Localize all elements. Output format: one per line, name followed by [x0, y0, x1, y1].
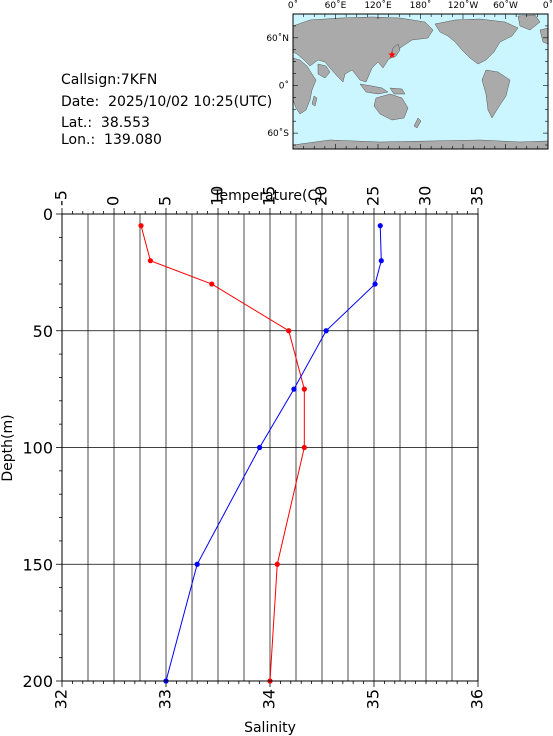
depth-tick-labels: 0 50 100 150 200	[22, 205, 53, 691]
map-longitude-label: 180˚	[410, 0, 432, 11]
land-new-guinea	[389, 87, 406, 95]
salinity-tick-label: 36	[468, 689, 487, 709]
temperature-tick-label: -5	[52, 190, 71, 206]
temperature-point	[301, 386, 307, 392]
land-japan	[390, 43, 401, 59]
temperature-point	[138, 223, 144, 229]
plot-frame	[61, 213, 479, 682]
callsign-text: Callsign:7KFN	[61, 72, 158, 88]
land-south-america	[481, 69, 511, 119]
land-north-america	[434, 18, 519, 65]
map-latitude-labels: 60˚N 0˚ 60˚S	[266, 33, 289, 139]
temperature-tick-label: 10	[208, 186, 227, 206]
temperature-tick-label: 5	[156, 196, 175, 206]
land-australia	[373, 93, 409, 121]
salinity-axis-label: Salinity	[244, 720, 296, 736]
map-latitude-label: 60˚S	[267, 128, 289, 139]
salinity-point	[291, 386, 297, 392]
map-longitude-label: 120˚W	[448, 0, 479, 11]
temperature-tick-label: 25	[364, 186, 383, 206]
salinity-tick-label: 34	[260, 689, 279, 709]
map-latitude-label: 60˚N	[266, 33, 289, 44]
salinity-point	[378, 258, 384, 264]
temperature-point	[286, 328, 292, 334]
depth-tick-label: 150	[22, 555, 53, 574]
temperature-point	[147, 258, 153, 264]
salinity-point	[194, 561, 200, 567]
temperature-line	[140, 225, 305, 682]
salinity-point	[377, 223, 383, 229]
depth-tick-label: 100	[22, 439, 53, 458]
temperature-point	[209, 281, 215, 287]
salinity-point	[372, 281, 378, 287]
map-latitude-label: 0˚	[279, 80, 289, 91]
map-longitude-label: 0˚	[543, 0, 553, 11]
temperature-tick-label: 0	[104, 196, 123, 206]
land-arabia	[317, 63, 331, 79]
land-eurasia	[292, 16, 434, 83]
station-marker-icon: ★	[388, 50, 397, 61]
date-text: Date: 2025/10/02 10:25(UTC)	[61, 94, 273, 110]
salinity-tick-label: 33	[156, 689, 175, 709]
temperature-tick-label: 15	[260, 186, 279, 206]
longitude-text: Lon.: 139.080	[61, 132, 162, 148]
salinity-tick-label: 32	[52, 689, 71, 709]
world-map: 0˚ 60˚E 120˚E 180˚ 120˚W 60˚W 0˚ 60˚N 0˚ 60˚S ★	[266, 0, 553, 150]
series-layer	[138, 223, 384, 684]
temperature-tick-label: 35	[468, 186, 487, 206]
land-africa	[292, 57, 317, 115]
salinity-point	[323, 328, 329, 334]
salinity-line	[165, 225, 382, 682]
map-longitude-label: 120˚E	[364, 0, 392, 11]
latitude-text: Lat.: 38.553	[61, 115, 150, 131]
map-ticks	[292, 13, 549, 149]
temperature-tick-label: 20	[312, 186, 331, 206]
temperature-point	[301, 444, 307, 451]
depth-tick-label: 0	[43, 205, 53, 224]
map-longitude-label: 0˚	[288, 0, 298, 11]
land-new-zealand	[413, 117, 422, 129]
temperature-axis-label: Temperature(C)	[212, 188, 322, 204]
map-longitude-labels: 0˚ 60˚E 120˚E 180˚ 120˚W 60˚W 0˚	[288, 0, 553, 11]
map-longitude-label: 60˚E	[325, 0, 347, 11]
temperature-point	[274, 561, 280, 567]
depth-tick-label: 200	[22, 672, 53, 691]
depth-axis-label: Depth(m)	[0, 414, 16, 481]
map-longitude-label: 60˚W	[493, 0, 518, 11]
land-madagascar	[311, 95, 318, 107]
temperature-tick-label: 30	[416, 186, 435, 206]
salinity-point	[257, 444, 263, 451]
depth-tick-label: 50	[33, 322, 53, 341]
temperature-tick-labels: -5 0 5 10 15 20 25 30 35	[52, 186, 487, 206]
salinity-tick-labels: 32 33 34 35 36	[52, 689, 487, 709]
salinity-tick-label: 35	[364, 689, 383, 709]
land-indonesia	[359, 83, 389, 95]
profile-chart: -5 0 5 10 15 20 25 30 35 32 33 34 35 36 050100150200…	[0, 186, 487, 736]
land-greenland	[517, 14, 541, 31]
